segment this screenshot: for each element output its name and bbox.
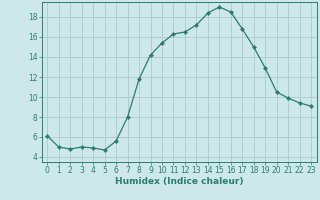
X-axis label: Humidex (Indice chaleur): Humidex (Indice chaleur) [115, 177, 244, 186]
